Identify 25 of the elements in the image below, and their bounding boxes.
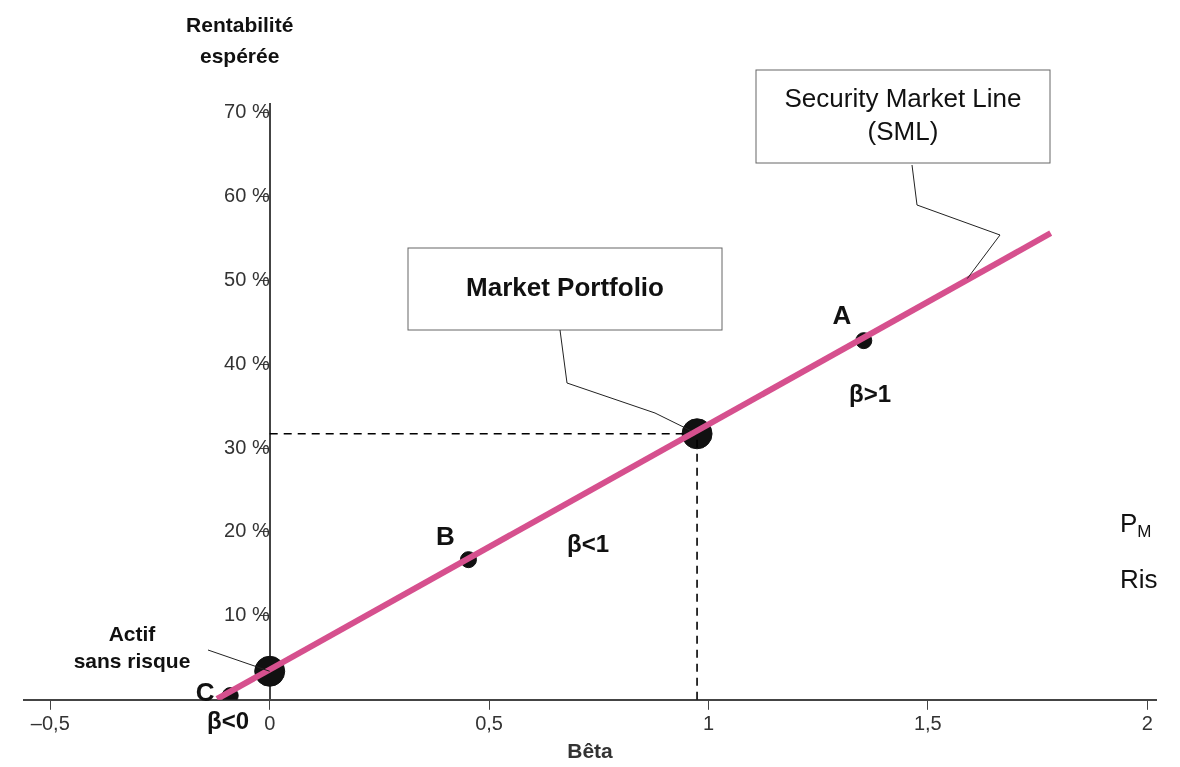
y-tick-label: 50 % bbox=[224, 267, 270, 290]
x-tick-label: 1,5 bbox=[913, 712, 942, 735]
x-axis-title: Bêta bbox=[567, 739, 614, 763]
annotation: Security Market Line (SML) bbox=[784, 83, 1022, 146]
y-tick-label: 10 % bbox=[224, 603, 270, 626]
y-tick-label: 30 % bbox=[224, 435, 270, 458]
x-tick-label: 1 bbox=[702, 712, 715, 735]
x-tick-label: 0 bbox=[264, 712, 276, 735]
y-tick-label: 70 % bbox=[224, 99, 270, 122]
text: β<0 bbox=[206, 706, 250, 734]
y-axis-title: Rentabilité espérée bbox=[186, 12, 294, 67]
annotation: A bbox=[832, 299, 852, 330]
annotation: β>1 bbox=[848, 379, 892, 407]
annotation: C bbox=[195, 676, 215, 707]
annotation: B bbox=[436, 520, 455, 551]
annotation: Ris bbox=[1120, 564, 1158, 595]
y-tick-label: 60 % bbox=[224, 183, 270, 206]
annotation: Market Portfolio bbox=[466, 272, 664, 303]
y-tick-label: 20 % bbox=[224, 519, 270, 542]
annotation: β<1 bbox=[566, 529, 610, 557]
x-tick-label: –0,5 bbox=[30, 712, 70, 735]
x-tick-label: 2 bbox=[1141, 712, 1153, 735]
annotation: Actif sans risque bbox=[73, 621, 191, 673]
x-tick-label: 0,5 bbox=[475, 712, 503, 735]
y-tick-label: 40 % bbox=[224, 351, 270, 374]
